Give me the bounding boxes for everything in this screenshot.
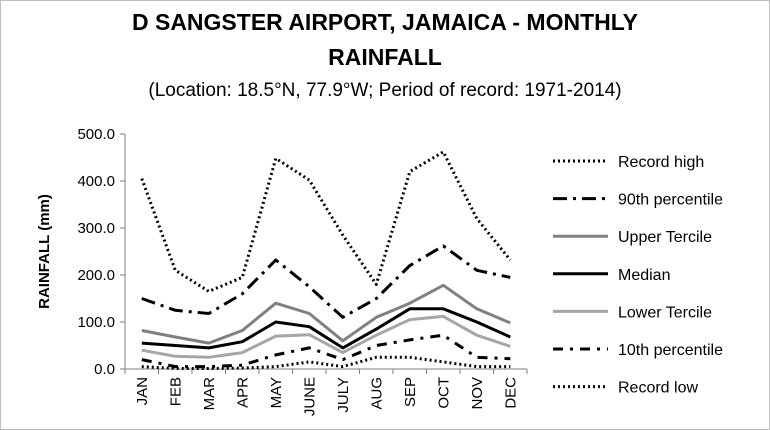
series-line-10th-percentile — [141, 333, 511, 369]
legend-label: Median — [618, 267, 670, 284]
chart-title-line2: RAINFALL — [328, 44, 442, 70]
series-line-lower-tercile — [141, 314, 511, 359]
x-tick-label: MAR — [201, 377, 218, 411]
x-tick-label: MAY — [268, 377, 285, 408]
legend-label: Upper Tercile — [618, 229, 712, 246]
y-tick-label: 0.0 — [94, 361, 115, 378]
x-tick-label: FEB — [167, 377, 184, 406]
series-line-90th-percentile — [141, 244, 511, 319]
x-tick-label: OCT — [435, 377, 452, 409]
chart-title-line1: D SANGSTER AIRPORT, JAMAICA - MONTHLY — [131, 9, 639, 35]
series-line-record-low — [141, 355, 511, 370]
chart-series — [140, 150, 512, 370]
legend-label: Record high — [618, 154, 704, 171]
chart-subtitle: (Location: 18.5°N, 77.9°W; Period of rec… — [148, 80, 622, 101]
series-line-record-high — [140, 150, 512, 293]
x-tick-label: JAN — [134, 377, 151, 405]
y-tick-label: 100.0 — [77, 314, 115, 331]
x-tick-label: AUG — [368, 377, 385, 410]
x-tick-label: APR — [234, 377, 251, 408]
legend-label: 10th percentile — [618, 342, 723, 359]
x-tick-label: JUNE — [301, 377, 318, 416]
x-tick-label: DEC — [502, 377, 519, 409]
series-line-upper-tercile — [141, 283, 511, 345]
y-axis-title: RAINFALL (mm) — [36, 194, 53, 309]
series-line-median — [141, 307, 511, 350]
y-tick-label: 300.0 — [77, 220, 115, 237]
chart-legend: Record high 90th percentile Upper Tercile M… — [553, 154, 723, 397]
x-tick-label: JULY — [335, 377, 352, 413]
chart-axes: 0.0 100.0 200.0 300.0 400.0 500.0 JAN FEB MAR APR… — [36, 126, 528, 416]
x-tick-label: NOV — [469, 377, 486, 410]
x-tick-label: SEP — [402, 377, 419, 407]
y-tick-label: 200.0 — [77, 267, 115, 284]
y-tick-label: 400.0 — [77, 173, 115, 190]
y-tick-label: 500.0 — [77, 126, 115, 143]
legend-label: Lower Tercile — [618, 304, 712, 321]
legend-label: Record low — [618, 380, 698, 397]
legend-label: 90th percentile — [618, 192, 723, 209]
